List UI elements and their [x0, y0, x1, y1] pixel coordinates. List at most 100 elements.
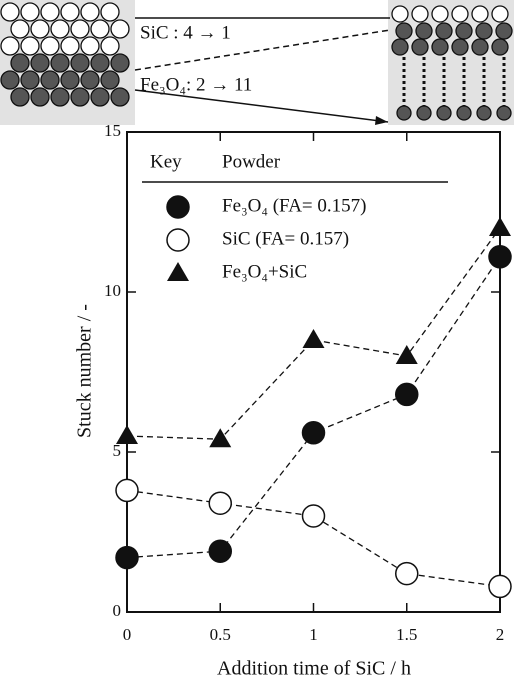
- particle: [10, 19, 30, 39]
- particle: [100, 36, 120, 56]
- particle: [431, 38, 449, 56]
- particle: [411, 5, 429, 23]
- particle: [471, 5, 489, 23]
- marker: [116, 425, 138, 444]
- particle: [451, 38, 469, 56]
- particle: [50, 87, 70, 107]
- marker: [302, 329, 325, 348]
- particle: [110, 53, 130, 73]
- legend-marker: [167, 262, 189, 281]
- marker: [489, 217, 511, 236]
- series-line: [126, 489, 501, 588]
- x-tick-label: 0.5: [210, 625, 231, 644]
- particle: [60, 70, 80, 90]
- marker: [208, 491, 232, 515]
- particle: [40, 2, 60, 22]
- particle: [100, 2, 120, 22]
- particle: [10, 87, 30, 107]
- particle: [80, 70, 100, 90]
- particle: [80, 36, 100, 56]
- particle: [50, 19, 70, 39]
- particle: [395, 22, 413, 40]
- annotation: Fe₃O₄: 2 → 11: [140, 74, 252, 95]
- particle: [476, 105, 492, 121]
- particle: [436, 105, 452, 121]
- x-tick-label: 2: [496, 625, 505, 644]
- particle: [20, 36, 40, 56]
- particle: [30, 19, 50, 39]
- particle: [431, 5, 449, 23]
- particle: [411, 38, 429, 56]
- y-tick-label: 10: [104, 281, 121, 300]
- particle: [496, 105, 512, 121]
- legend-marker: [166, 228, 190, 252]
- marker: [395, 382, 419, 407]
- marker: [115, 478, 139, 503]
- marker: [395, 561, 419, 586]
- particle: [20, 70, 40, 90]
- legend-label: Fe₃O₄+SiC: [222, 261, 307, 282]
- particle: [110, 19, 130, 39]
- particle: [30, 87, 50, 107]
- legend-marker: [166, 195, 190, 219]
- marker: [488, 574, 512, 599]
- particle: [110, 87, 130, 107]
- particle: [491, 5, 509, 23]
- x-tick-label: 1: [309, 625, 318, 644]
- marker: [301, 421, 326, 445]
- particle: [0, 2, 20, 22]
- particle: [396, 105, 412, 121]
- particle: [391, 5, 409, 23]
- particle: [415, 22, 433, 40]
- particle: [0, 70, 20, 90]
- particle: [60, 2, 80, 22]
- particle: [10, 53, 30, 73]
- particle: [50, 53, 70, 73]
- particle: [70, 53, 90, 73]
- marker: [115, 545, 139, 570]
- particle: [416, 105, 432, 121]
- particle: [30, 53, 50, 73]
- y-tick-label: 15: [104, 121, 121, 140]
- x-tick-label: 0: [123, 625, 132, 644]
- y-tick-label: 5: [113, 441, 122, 460]
- legend-label: SiC (FA= 0.157): [222, 228, 349, 249]
- particle: [455, 22, 473, 40]
- particle: [40, 70, 60, 90]
- marker: [488, 245, 512, 269]
- particle: [90, 87, 110, 107]
- particle: [90, 19, 110, 39]
- x-tick-label: 1.5: [396, 625, 417, 644]
- particle: [451, 5, 469, 23]
- particle: [491, 38, 509, 56]
- connector: [134, 29, 391, 71]
- legend-header: Key: [150, 151, 182, 172]
- legend-label: Fe₃O₄ (FA= 0.157): [222, 195, 366, 216]
- annotation: SiC : 4 → 1: [140, 22, 231, 43]
- particle: [60, 36, 80, 56]
- particle: [80, 2, 100, 22]
- marker: [395, 345, 418, 364]
- marker: [209, 428, 232, 448]
- particle: [90, 53, 110, 73]
- y-tick-label: 0: [113, 601, 122, 620]
- x-axis-label: Addition time of SiC / h: [217, 658, 411, 680]
- particle: [20, 2, 40, 22]
- y-axis-label: Stuck number / -: [74, 304, 96, 438]
- particle: [435, 22, 453, 40]
- particle: [495, 22, 513, 40]
- schematic: SiC : 4 → 1 Fe₃O₄: 2 → 11: [0, 0, 514, 125]
- particle: [475, 22, 493, 40]
- marker: [301, 504, 326, 528]
- particle: [40, 36, 60, 56]
- legend-header: Powder: [222, 151, 281, 172]
- particle: [391, 38, 409, 56]
- particle: [70, 87, 90, 107]
- particle: [0, 36, 20, 56]
- schematic-bg: [388, 0, 514, 125]
- particle: [471, 38, 489, 56]
- arrow-head: [375, 116, 388, 125]
- marker: [208, 539, 232, 563]
- particle: [100, 70, 120, 90]
